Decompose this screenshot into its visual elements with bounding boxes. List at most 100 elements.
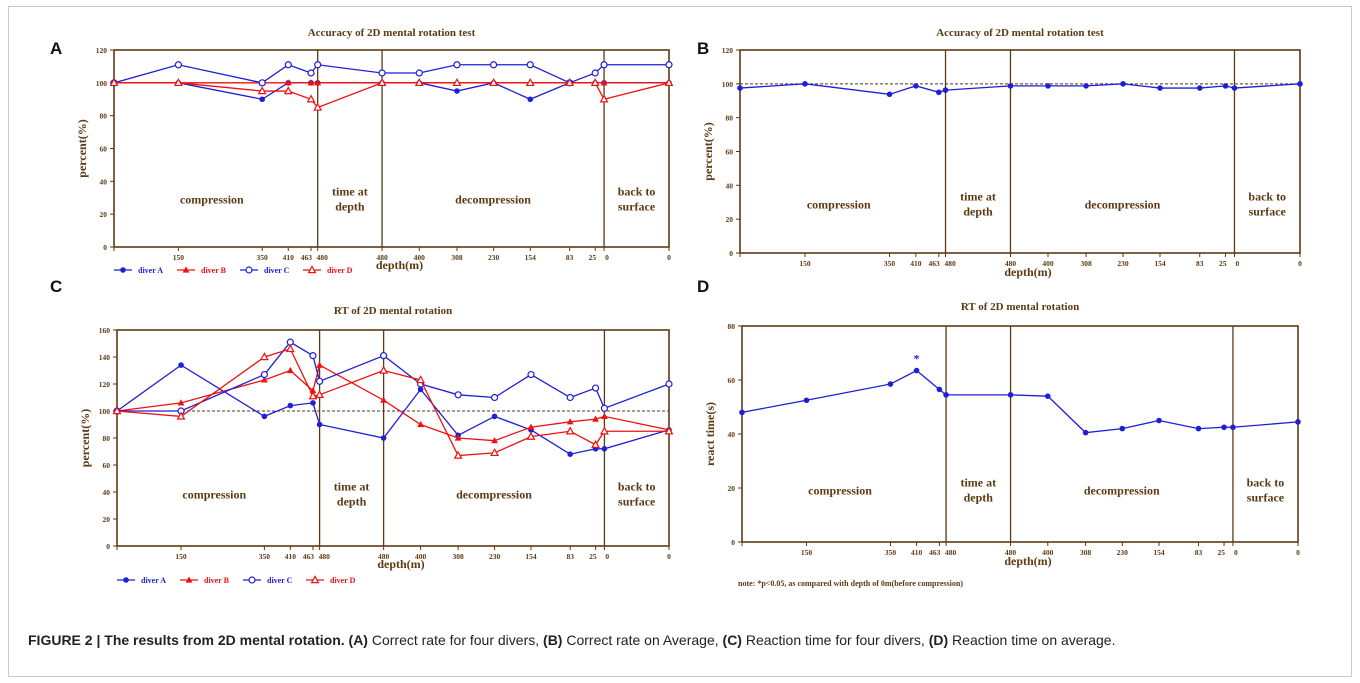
data-point bbox=[454, 434, 462, 441]
data-point bbox=[314, 61, 322, 69]
y-tick-label: 120 bbox=[96, 46, 108, 55]
x-tick-label: 150 bbox=[175, 552, 187, 561]
phase-label-line: compression bbox=[182, 487, 246, 501]
x-tick-label: 230 bbox=[488, 253, 500, 262]
phase-label: back to surface bbox=[618, 479, 656, 508]
data-point bbox=[316, 421, 323, 428]
data-point bbox=[525, 77, 535, 87]
legend-marker bbox=[123, 577, 129, 583]
phase-label: time at depth bbox=[332, 185, 368, 214]
data-point bbox=[378, 69, 386, 77]
data-point bbox=[284, 61, 292, 69]
legend-marker bbox=[182, 266, 190, 273]
data-point bbox=[526, 61, 534, 69]
y-tick-label: 80 bbox=[103, 434, 111, 443]
data-point bbox=[1007, 392, 1014, 398]
data-point bbox=[379, 365, 389, 374]
data-point bbox=[490, 61, 498, 69]
data-point bbox=[527, 370, 535, 379]
y-tick-label: 60 bbox=[100, 145, 108, 154]
data-point bbox=[527, 96, 534, 103]
y-tick-label: 40 bbox=[103, 488, 111, 497]
data-point bbox=[490, 393, 499, 402]
data-point bbox=[664, 77, 674, 87]
data-point bbox=[1120, 81, 1126, 87]
phase-label: time at depth bbox=[960, 189, 996, 218]
x-tick-label: 0 bbox=[1298, 259, 1302, 268]
x-tick-label: 400 bbox=[1042, 548, 1054, 557]
data-point bbox=[802, 81, 808, 87]
data-point bbox=[803, 397, 810, 404]
data-point bbox=[1230, 424, 1236, 431]
phase-label-line: surface bbox=[1247, 490, 1285, 504]
series-line bbox=[739, 83, 1301, 95]
data-point bbox=[109, 77, 119, 87]
x-tick-label: 154 bbox=[1153, 548, 1165, 557]
chart-title: RT of 2D mental rotation bbox=[334, 305, 452, 317]
legend-label: diver D bbox=[327, 266, 353, 275]
series-line bbox=[116, 364, 670, 455]
panel-letter: A bbox=[50, 39, 62, 58]
data-point bbox=[309, 352, 317, 360]
data-point bbox=[257, 86, 267, 95]
x-tick-label: 154 bbox=[525, 552, 537, 561]
y-tick-label: 40 bbox=[726, 181, 734, 190]
x-tick-label: 0 bbox=[605, 552, 609, 561]
data-point bbox=[177, 399, 185, 406]
data-point bbox=[314, 79, 322, 86]
data-point bbox=[260, 376, 268, 383]
phase-label-line: depth bbox=[963, 204, 993, 218]
x-tick-label: 0 bbox=[1296, 548, 1300, 557]
data-point bbox=[1045, 83, 1051, 89]
phase-label: back to surface bbox=[1247, 475, 1285, 504]
data-point bbox=[1222, 83, 1229, 89]
series-mean bbox=[737, 81, 1303, 98]
x-tick-label: 480 bbox=[1005, 259, 1017, 268]
data-point bbox=[454, 391, 462, 399]
phase-label: decompression bbox=[456, 487, 532, 501]
legend-label: diver C bbox=[267, 576, 293, 585]
legend-label: diver A bbox=[138, 266, 163, 275]
y-tick-label: 20 bbox=[103, 515, 111, 524]
x-tick-label: 83 bbox=[566, 552, 574, 561]
data-point bbox=[491, 437, 498, 444]
legend: diver A diver B diver C diver D bbox=[117, 575, 356, 585]
series-diver-C bbox=[113, 338, 673, 415]
legend: diver A diver B diver C diver D bbox=[114, 265, 353, 275]
caption-label: FIGURE 2 | The results from 2D mental ro… bbox=[28, 632, 345, 648]
y-tick-label: 100 bbox=[722, 80, 734, 89]
data-point bbox=[737, 85, 743, 91]
data-point bbox=[380, 435, 387, 441]
legend-marker bbox=[245, 266, 253, 274]
data-point bbox=[936, 89, 942, 96]
series-diver-D bbox=[112, 344, 674, 459]
data-point bbox=[601, 446, 608, 452]
x-tick-label: 0 bbox=[1235, 259, 1239, 268]
data-point bbox=[414, 77, 424, 87]
data-point bbox=[452, 77, 462, 87]
data-point bbox=[591, 439, 600, 448]
data-point bbox=[601, 412, 608, 419]
data-point bbox=[527, 423, 535, 430]
x-tick-label: 350 bbox=[259, 552, 271, 561]
x-tick-label: 0 bbox=[667, 253, 671, 262]
x-axis-label: depth(m) bbox=[1004, 554, 1051, 568]
y-tick-label: 100 bbox=[99, 407, 111, 416]
phase-label-line: decompression bbox=[455, 193, 531, 207]
data-point bbox=[1295, 419, 1301, 425]
data-point bbox=[380, 352, 388, 360]
x-tick-label: 480 bbox=[378, 552, 390, 561]
data-point bbox=[377, 77, 387, 87]
data-point bbox=[1119, 425, 1126, 432]
data-point bbox=[417, 386, 424, 393]
chart-panel-b: B Accuracy of 2D mental rotation test 0 20 4… bbox=[697, 27, 1303, 279]
chart-note: note: *p<0.05, as compared with depth of… bbox=[738, 579, 963, 588]
phase-label-line: time at bbox=[334, 479, 370, 493]
data-point bbox=[310, 400, 316, 406]
plot-frame bbox=[741, 325, 1299, 543]
y-tick-label: 20 bbox=[726, 215, 734, 224]
phase-label: decompression bbox=[1085, 197, 1161, 211]
data-point bbox=[1082, 429, 1089, 436]
data-point bbox=[490, 448, 499, 457]
phase-label: compression bbox=[182, 487, 246, 501]
